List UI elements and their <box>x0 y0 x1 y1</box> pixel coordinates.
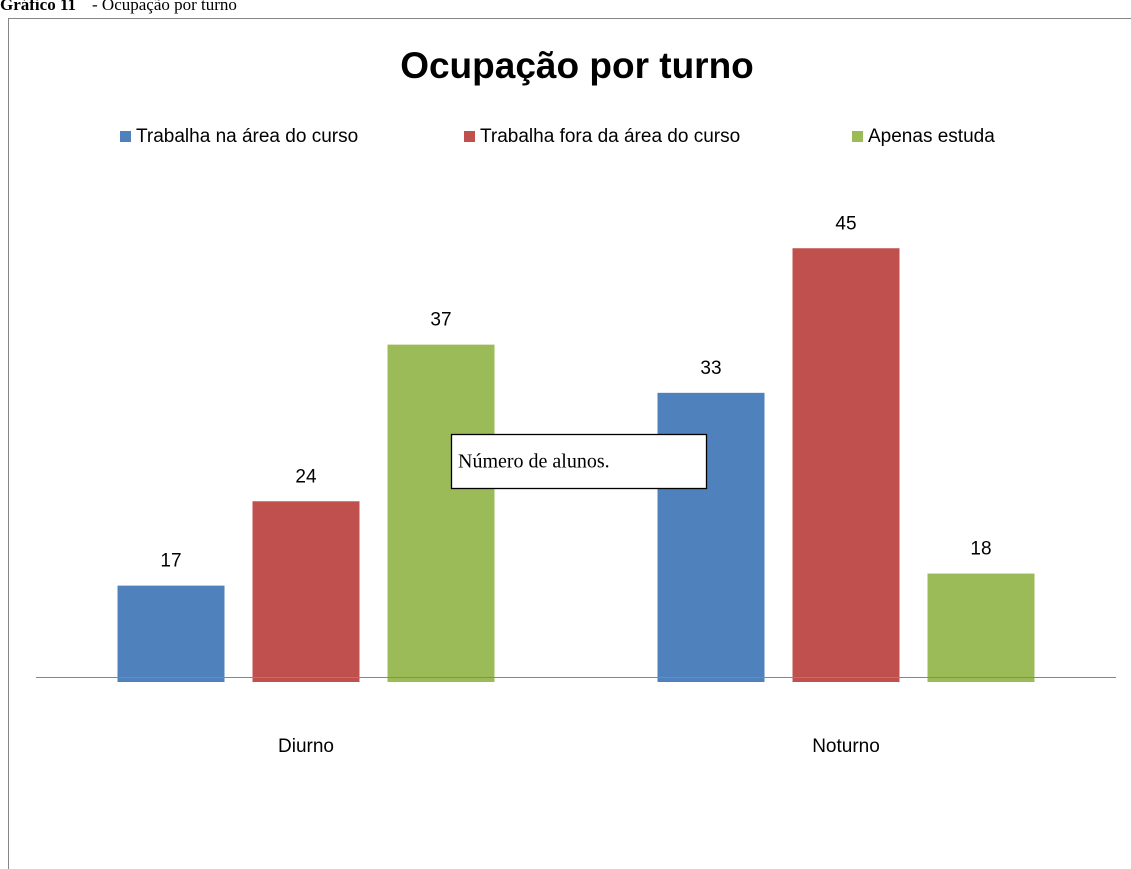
legend-label: Apenas estuda <box>868 126 995 147</box>
caption-text: - Ocupação por turno <box>92 0 237 14</box>
value-label: 37 <box>430 310 451 331</box>
bar <box>117 585 225 682</box>
value-label: 24 <box>295 466 317 487</box>
legend-label: Trabalha fora da área do curso <box>480 126 740 147</box>
bar <box>792 248 900 682</box>
caption-label: Gráfico 11 <box>0 0 76 14</box>
legend-label: Trabalha na área do curso <box>136 126 358 147</box>
value-label: 45 <box>835 213 856 234</box>
bar <box>252 501 360 682</box>
annotation-box <box>450 433 708 490</box>
bar <box>927 573 1035 682</box>
value-label: 33 <box>700 358 721 379</box>
x-tick-label: Noturno <box>812 736 880 757</box>
legend-swatch <box>120 131 131 142</box>
legend-swatch <box>852 131 863 142</box>
legend-swatch <box>464 131 475 142</box>
annotation: Número de alunos. <box>458 451 610 473</box>
value-label: 18 <box>970 539 991 560</box>
chart-title: Ocupação por turno <box>400 45 754 86</box>
x-tick-label: Diurno <box>278 736 334 757</box>
value-label: 17 <box>160 551 181 572</box>
bar <box>387 344 495 682</box>
